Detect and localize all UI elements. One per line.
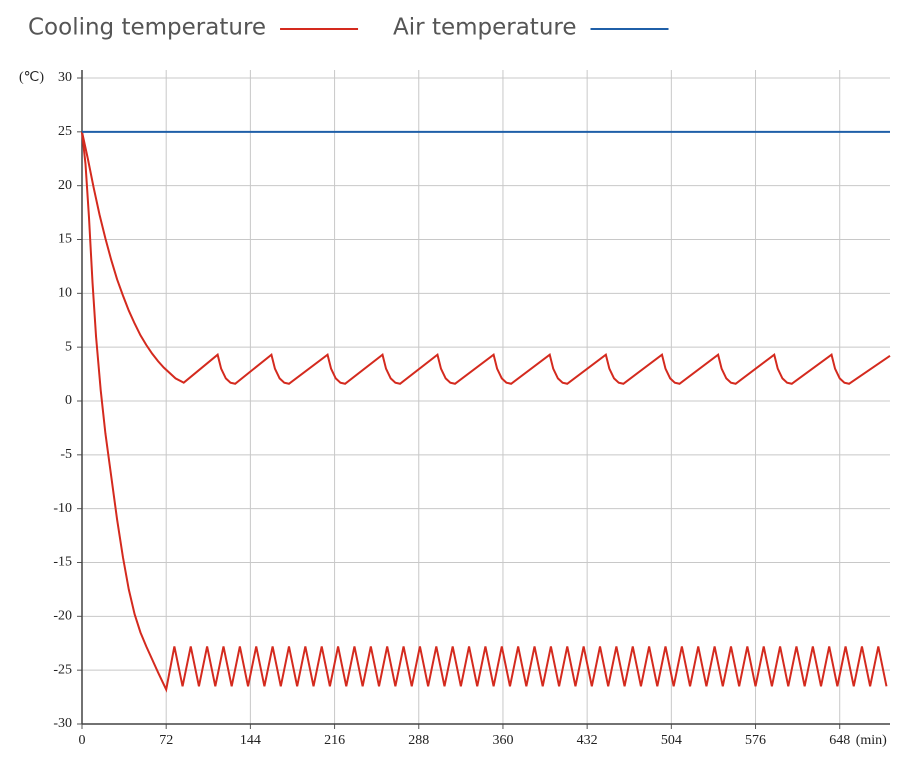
y-tick-label: 5 (65, 339, 72, 354)
y-tick-label: -25 (53, 662, 72, 677)
y-tick-label: 10 (58, 286, 72, 301)
y-tick-label: 0 (65, 393, 72, 408)
y-tick-label: -15 (53, 555, 72, 570)
x-tick-label: 288 (408, 733, 429, 748)
y-tick-label: 25 (58, 124, 72, 139)
x-tick-label: 432 (577, 733, 598, 748)
x-tick-label: 504 (661, 733, 682, 748)
y-tick-label: -20 (53, 609, 72, 624)
y-unit: (℃) (19, 70, 44, 85)
legend-label: Air temperature (393, 15, 576, 41)
series-line (81, 131, 888, 693)
x-tick-label: 216 (324, 733, 345, 748)
x-tick-label: 360 (492, 733, 513, 748)
x-unit: (min) (856, 733, 887, 748)
y-tick-label: -30 (53, 716, 72, 731)
y-tick-label: 15 (58, 232, 72, 247)
y-tick-label: -10 (53, 501, 72, 516)
x-tick-label: 72 (159, 733, 173, 748)
x-tick-label: 144 (240, 733, 261, 748)
x-tick-label: 648 (829, 733, 850, 748)
x-tick-label: 0 (79, 733, 86, 748)
y-tick-label: 30 (58, 70, 72, 85)
series-line (81, 131, 891, 385)
y-tick-label: -5 (60, 447, 72, 462)
legend-label: Cooling temperature (28, 15, 266, 41)
y-tick-label: 20 (58, 178, 72, 193)
x-tick-label: 576 (745, 733, 766, 748)
